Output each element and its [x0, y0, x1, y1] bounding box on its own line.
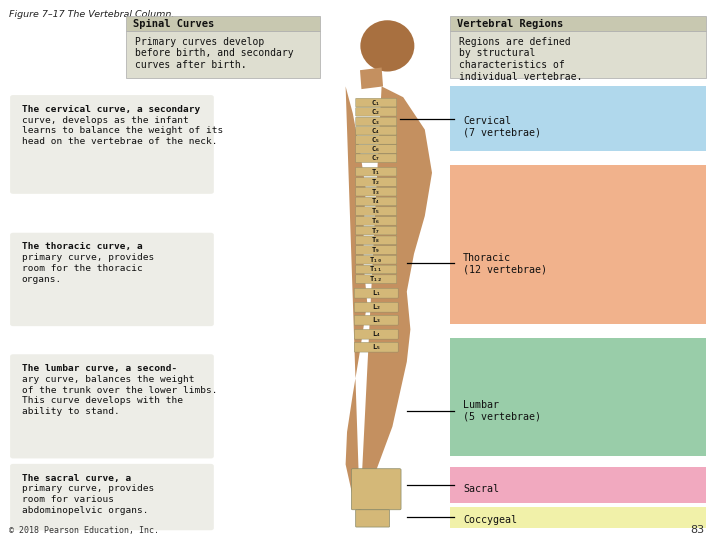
Text: L₄: L₄	[372, 330, 380, 337]
FancyBboxPatch shape	[356, 167, 397, 176]
Text: T₁₀: T₁₀	[370, 256, 382, 263]
FancyBboxPatch shape	[356, 145, 397, 153]
Text: room for the thoracic: room for the thoracic	[22, 264, 143, 273]
Text: head on the vertebrae of the neck.: head on the vertebrae of the neck.	[22, 137, 217, 146]
FancyBboxPatch shape	[450, 16, 706, 31]
FancyBboxPatch shape	[126, 16, 320, 31]
Polygon shape	[360, 68, 383, 89]
Text: The lumbar curve, a second-: The lumbar curve, a second-	[22, 364, 177, 373]
Text: Primary curves develop
before birth, and secondary
curves after birth.: Primary curves develop before birth, and…	[135, 37, 293, 70]
FancyBboxPatch shape	[354, 302, 398, 312]
Text: Regions are defined
by structural
characteristics of
individual vertebrae.: Regions are defined by structural charac…	[459, 37, 582, 82]
Text: T₁: T₁	[372, 168, 380, 175]
FancyBboxPatch shape	[10, 233, 214, 326]
Text: primary curve, provides: primary curve, provides	[22, 484, 154, 494]
FancyBboxPatch shape	[10, 464, 214, 530]
Text: T₄: T₄	[372, 198, 380, 205]
Text: Spinal Curves: Spinal Curves	[133, 19, 215, 29]
FancyBboxPatch shape	[354, 329, 398, 339]
Text: The cervical curve, a secondary: The cervical curve, a secondary	[22, 105, 200, 114]
Text: T₅: T₅	[372, 208, 380, 214]
Text: organs.: organs.	[22, 275, 62, 284]
FancyBboxPatch shape	[356, 226, 397, 235]
Text: © 2018 Pearson Education, Inc.: © 2018 Pearson Education, Inc.	[9, 525, 158, 535]
FancyBboxPatch shape	[356, 136, 397, 144]
Polygon shape	[346, 86, 432, 513]
Text: of the trunk over the lower limbs.: of the trunk over the lower limbs.	[22, 386, 217, 395]
Text: T₈: T₈	[372, 237, 380, 244]
Text: L₂: L₂	[372, 303, 380, 310]
Text: Figure 7–17 The Vertebral Column.: Figure 7–17 The Vertebral Column.	[9, 10, 174, 19]
FancyBboxPatch shape	[356, 265, 397, 274]
Text: C₂: C₂	[372, 109, 380, 115]
Text: learns to balance the weight of its: learns to balance the weight of its	[22, 126, 223, 136]
Text: Lumbar
(5 vertebrae): Lumbar (5 vertebrae)	[463, 400, 541, 422]
Text: C₇: C₇	[372, 155, 380, 161]
FancyBboxPatch shape	[450, 86, 706, 151]
Text: L₁: L₁	[372, 289, 380, 296]
FancyBboxPatch shape	[356, 117, 397, 126]
Text: Vertebral Regions: Vertebral Regions	[457, 19, 564, 29]
Text: T₁₂: T₁₂	[370, 276, 382, 282]
FancyBboxPatch shape	[126, 31, 320, 78]
FancyBboxPatch shape	[450, 507, 706, 528]
FancyBboxPatch shape	[356, 207, 397, 215]
Text: curve, develops as the infant: curve, develops as the infant	[22, 116, 189, 125]
Text: abdominopelvic organs.: abdominopelvic organs.	[22, 506, 148, 515]
Text: C₁: C₁	[372, 99, 380, 106]
Text: Coccygeal: Coccygeal	[463, 515, 517, 525]
FancyBboxPatch shape	[356, 510, 390, 527]
Text: C₅: C₅	[372, 137, 380, 143]
FancyBboxPatch shape	[10, 95, 214, 194]
FancyBboxPatch shape	[450, 467, 706, 503]
Text: T₉: T₉	[372, 247, 380, 253]
Text: C₃: C₃	[372, 118, 380, 125]
Text: 83: 83	[690, 524, 704, 535]
FancyBboxPatch shape	[356, 154, 397, 163]
Text: T₁₁: T₁₁	[370, 266, 382, 273]
Text: C₄: C₄	[372, 127, 380, 134]
Text: T₂: T₂	[372, 179, 380, 185]
Text: L₅: L₅	[372, 343, 380, 350]
FancyBboxPatch shape	[354, 288, 398, 298]
Text: T₆: T₆	[372, 218, 380, 224]
Text: The thoracic curve, a: The thoracic curve, a	[22, 242, 143, 252]
FancyBboxPatch shape	[10, 354, 214, 458]
FancyBboxPatch shape	[354, 315, 398, 325]
FancyBboxPatch shape	[356, 126, 397, 135]
Text: room for various: room for various	[22, 495, 114, 504]
Text: C₆: C₆	[372, 146, 380, 152]
FancyBboxPatch shape	[356, 217, 397, 225]
FancyBboxPatch shape	[450, 338, 706, 456]
FancyBboxPatch shape	[450, 31, 706, 78]
FancyBboxPatch shape	[356, 246, 397, 254]
Text: ary curve, balances the weight: ary curve, balances the weight	[22, 375, 194, 384]
Text: T₇: T₇	[372, 227, 380, 234]
FancyBboxPatch shape	[351, 469, 401, 510]
FancyBboxPatch shape	[356, 107, 397, 116]
Text: This curve develops with the: This curve develops with the	[22, 396, 183, 406]
FancyBboxPatch shape	[356, 236, 397, 245]
Text: Thoracic
(12 vertebrae): Thoracic (12 vertebrae)	[463, 253, 547, 274]
Ellipse shape	[361, 20, 415, 71]
Text: L₃: L₃	[372, 316, 380, 323]
FancyBboxPatch shape	[450, 165, 706, 324]
FancyBboxPatch shape	[356, 275, 397, 284]
Text: Sacral: Sacral	[463, 484, 499, 494]
FancyBboxPatch shape	[354, 342, 398, 352]
Text: Cervical
(7 vertebrae): Cervical (7 vertebrae)	[463, 116, 541, 137]
FancyBboxPatch shape	[356, 255, 397, 264]
Text: T₃: T₃	[372, 188, 380, 195]
Text: ability to stand.: ability to stand.	[22, 407, 120, 416]
Text: primary curve, provides: primary curve, provides	[22, 253, 154, 262]
FancyBboxPatch shape	[356, 197, 397, 206]
Text: The sacral curve, a: The sacral curve, a	[22, 474, 131, 483]
FancyBboxPatch shape	[356, 98, 397, 107]
FancyBboxPatch shape	[356, 187, 397, 196]
FancyBboxPatch shape	[356, 178, 397, 186]
